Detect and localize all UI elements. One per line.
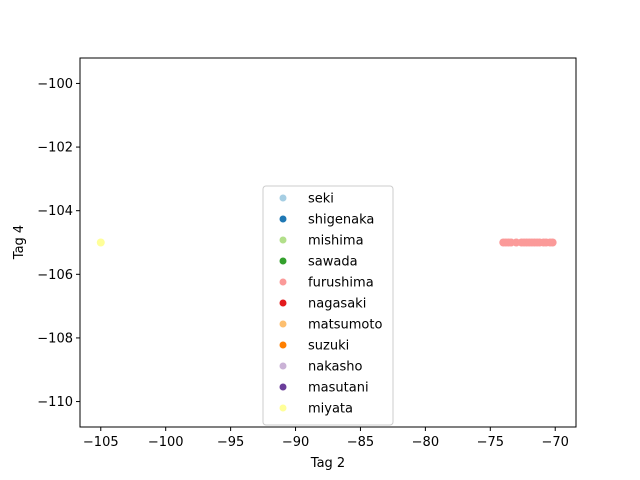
legend-label-sawada: sawada [308, 255, 358, 270]
y-ticks: −110 −108 −106 −104 −102 −100 [37, 77, 80, 410]
x-tick-label: −90 [282, 435, 309, 450]
x-tick-label: −85 [347, 435, 374, 450]
y-tick-label: −104 [37, 204, 73, 219]
x-tick-label: −75 [477, 435, 504, 450]
x-ticks: −105 −100 −95 −90 −85 −80 −75 −70 [83, 427, 569, 450]
y-tick-label: −102 [37, 141, 73, 156]
x-tick-label: −105 [83, 435, 119, 450]
x-tick-label: −70 [542, 435, 569, 450]
x-tick-label: −100 [148, 435, 184, 450]
x-axis-label: Tag 2 [310, 456, 345, 471]
legend-label-nakasho: nakasho [308, 360, 362, 375]
y-axis-label: Tag 4 [12, 225, 27, 260]
legend-label-furushima: furushima [308, 276, 374, 291]
legend-marker-nagasaki [279, 299, 287, 307]
points-layer [96, 238, 557, 247]
legend-marker-matsumoto [279, 320, 287, 328]
legend-label-shigenaka: shigenaka [308, 213, 374, 228]
legend-label-mishima: mishima [308, 234, 364, 249]
y-tick-label: −100 [37, 77, 73, 92]
y-tick-label: −110 [37, 395, 73, 410]
legend-label-nagasaki: nagasaki [308, 297, 366, 312]
legend-marker-mishima [279, 236, 287, 244]
legend-marker-furushima [279, 278, 287, 286]
y-tick-label: −106 [37, 268, 73, 283]
legend-marker-seki [279, 194, 287, 202]
legend-marker-masutani [279, 383, 287, 391]
x-tick-label: −80 [412, 435, 439, 450]
plot-frame [79, 57, 577, 428]
x-tick-label: −95 [217, 435, 244, 450]
legend-label-suzuki: suzuki [308, 339, 349, 354]
legend-label-seki: seki [308, 192, 334, 207]
legend-marker-sawada [279, 257, 287, 265]
legend-marker-shigenaka [279, 215, 287, 223]
legend-label-masutani: masutani [308, 381, 369, 396]
legend-label-matsumoto: matsumoto [308, 318, 382, 333]
legend: seki shigenaka mishima sawada furushima nagas… [262, 185, 394, 426]
legend-marker-nakasho [279, 362, 287, 370]
data-point-miyata [96, 238, 105, 247]
legend-label-miyata: miyata [308, 402, 353, 417]
data-point-furushima [548, 238, 557, 247]
y-tick-label: −108 [37, 331, 73, 346]
legend-marker-suzuki [279, 341, 287, 349]
legend-box [262, 185, 394, 426]
legend-marker-miyata [279, 404, 287, 412]
